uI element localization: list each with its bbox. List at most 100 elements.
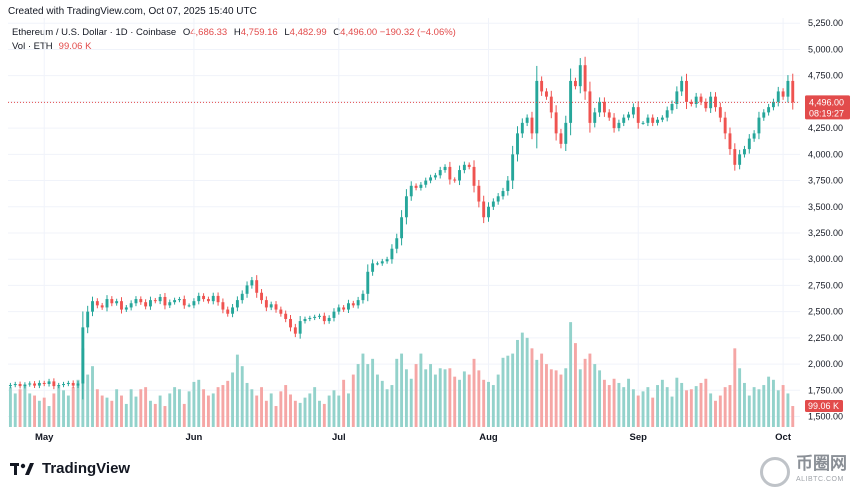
candle bbox=[680, 76, 684, 96]
volume-bar bbox=[525, 337, 529, 427]
volume-bar bbox=[318, 400, 321, 427]
volume-bar bbox=[516, 339, 519, 427]
candle bbox=[216, 292, 220, 306]
volume-bar bbox=[424, 369, 428, 427]
candle bbox=[235, 296, 239, 312]
volume-bar bbox=[564, 368, 568, 427]
open-label: O bbox=[182, 27, 191, 38]
candle bbox=[42, 380, 46, 387]
candle bbox=[366, 264, 370, 302]
x-tick-label: Sep bbox=[630, 432, 648, 443]
volume-bar bbox=[733, 348, 737, 427]
candle bbox=[549, 90, 553, 119]
volume-bar bbox=[250, 389, 254, 427]
candle bbox=[66, 380, 70, 387]
volume-bar bbox=[264, 400, 268, 427]
candle bbox=[593, 107, 597, 128]
volume-bar bbox=[627, 378, 631, 427]
volume-bar bbox=[187, 391, 191, 427]
volume-bar bbox=[651, 397, 655, 427]
volume-bar bbox=[660, 379, 664, 427]
candle bbox=[81, 311, 85, 400]
candle bbox=[284, 310, 288, 323]
volume-bar bbox=[76, 379, 80, 427]
candle bbox=[390, 244, 394, 264]
volume-bar bbox=[124, 403, 128, 427]
volume-bar bbox=[289, 394, 292, 427]
candle bbox=[385, 256, 389, 264]
volume-bar bbox=[771, 379, 775, 427]
volume-bar bbox=[549, 369, 553, 427]
candle bbox=[656, 117, 659, 126]
candle bbox=[192, 298, 196, 309]
candle bbox=[57, 382, 61, 389]
tradingview-brand[interactable]: TradingView bbox=[10, 460, 130, 477]
y-tick-label: 2,750.00 bbox=[808, 280, 843, 290]
volume-value: 99.06 K bbox=[58, 41, 92, 52]
volume-bar bbox=[371, 358, 375, 427]
volume-bar bbox=[351, 374, 355, 427]
candle bbox=[293, 323, 297, 338]
candle bbox=[443, 164, 447, 173]
y-tick-label: 1,750.00 bbox=[808, 385, 843, 395]
volume-bar bbox=[694, 386, 698, 427]
candle bbox=[342, 305, 346, 312]
volume-bar bbox=[429, 364, 433, 427]
volume-bar bbox=[699, 382, 703, 427]
candle bbox=[322, 312, 326, 325]
volume-bar bbox=[477, 370, 481, 427]
candle bbox=[622, 114, 626, 127]
volume-bar bbox=[704, 378, 708, 427]
candle bbox=[86, 305, 90, 334]
candle bbox=[260, 289, 263, 304]
candle bbox=[308, 315, 312, 322]
volume-bar bbox=[308, 393, 312, 427]
volume-bar bbox=[786, 393, 790, 427]
volume-bar bbox=[641, 391, 645, 427]
candle bbox=[100, 302, 104, 310]
volume-bar bbox=[8, 387, 12, 427]
volume-bar bbox=[718, 395, 722, 427]
candle bbox=[699, 93, 703, 106]
volume-bar bbox=[646, 387, 650, 427]
candle bbox=[588, 81, 592, 133]
volume-tag-label: 99.06 K bbox=[808, 401, 839, 411]
candle bbox=[332, 308, 336, 322]
candle bbox=[120, 297, 123, 314]
volume-bar bbox=[260, 387, 263, 427]
candle bbox=[23, 382, 27, 389]
volume-bar bbox=[168, 393, 172, 427]
candle bbox=[163, 292, 167, 310]
volume-bar bbox=[414, 364, 418, 427]
volume-bar bbox=[91, 366, 94, 427]
volume-bar bbox=[767, 376, 771, 427]
volume-bar bbox=[573, 343, 577, 427]
candle bbox=[438, 166, 442, 179]
volume-bar bbox=[762, 385, 766, 427]
candle bbox=[694, 92, 698, 108]
x-tick-label: May bbox=[35, 432, 54, 443]
candle bbox=[670, 100, 674, 114]
candle bbox=[573, 77, 577, 90]
candle bbox=[636, 101, 640, 129]
candle bbox=[429, 174, 433, 184]
volume-bar bbox=[105, 397, 109, 427]
volume-bar bbox=[714, 400, 717, 427]
volume-bar bbox=[757, 389, 761, 427]
volume-bar bbox=[602, 379, 606, 427]
volume-bar bbox=[129, 389, 133, 427]
volume-bar bbox=[375, 374, 379, 427]
watermark-text: 币圈网 ALIBTC.COM bbox=[796, 455, 847, 488]
current-price-label: 4,496.00 bbox=[809, 97, 844, 107]
volume-bar bbox=[13, 393, 17, 427]
volume-bar bbox=[356, 364, 360, 427]
volume-bar bbox=[274, 406, 278, 427]
candle bbox=[762, 109, 766, 121]
tradingview-logo-icon bbox=[10, 462, 34, 475]
volume-bar bbox=[390, 385, 394, 427]
candle bbox=[313, 314, 317, 321]
candle bbox=[689, 99, 693, 107]
